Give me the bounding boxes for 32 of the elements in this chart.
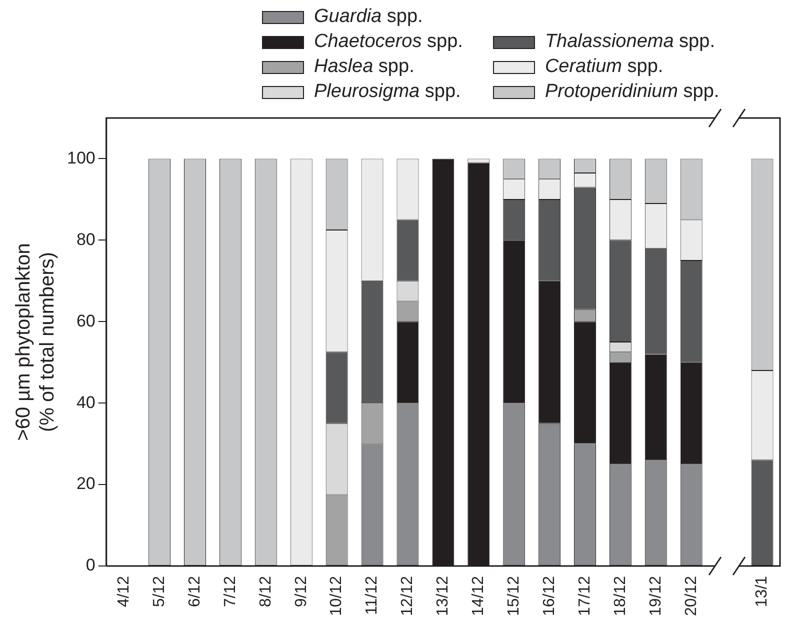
x-tick-label: 13/1 bbox=[754, 576, 771, 608]
x-tick-label: 15/12 bbox=[505, 576, 522, 616]
x-tick-label: 11/12 bbox=[364, 576, 381, 615]
y-tick-label: 0 bbox=[86, 556, 96, 575]
x-tick-label: 16/12 bbox=[540, 576, 558, 616]
legend-label: Guardia spp. bbox=[314, 6, 423, 28]
legend-label: Haslea spp. bbox=[314, 56, 414, 78]
x-tick-label: 20/12 bbox=[682, 576, 700, 616]
y-tick-label: 60 bbox=[76, 311, 96, 330]
x-tick-label: 7/12 bbox=[222, 576, 239, 608]
legend-label: Thalassionema spp. bbox=[544, 31, 715, 53]
x-tick-label: 18/12 bbox=[612, 576, 629, 616]
y-tick-label: 100 bbox=[66, 148, 96, 168]
legend-label: Pleurosigma spp. bbox=[314, 81, 461, 103]
y-tick-label: 80 bbox=[76, 230, 96, 249]
x-tick-label: 19/12 bbox=[647, 576, 664, 616]
x-tick-label: 6/12 bbox=[186, 576, 204, 608]
x-tick-label: 12/12 bbox=[399, 576, 416, 616]
legend-label: Protoperidinium spp. bbox=[544, 81, 720, 103]
x-tick-label: 4/12 bbox=[115, 576, 132, 608]
legend-label: Chaetoceros spp. bbox=[314, 31, 463, 53]
x-tick-label: 8/12 bbox=[257, 576, 274, 608]
x-tick-label: 5/12 bbox=[150, 576, 168, 608]
x-tick-label: 9/12 bbox=[292, 576, 310, 608]
legend-label: Ceratium spp. bbox=[544, 56, 664, 78]
x-tick-label: 10/12 bbox=[328, 576, 346, 616]
x-tick-label: 14/12 bbox=[470, 576, 488, 616]
y-tick-label: 40 bbox=[76, 392, 96, 412]
x-tick-label: 13/12 bbox=[434, 576, 452, 616]
y-tick-label: 20 bbox=[76, 474, 96, 494]
y-axis-title: >60 µm phytoplankton (% of total numbers) bbox=[12, 243, 59, 441]
x-tick-label: 17/12 bbox=[576, 576, 594, 616]
